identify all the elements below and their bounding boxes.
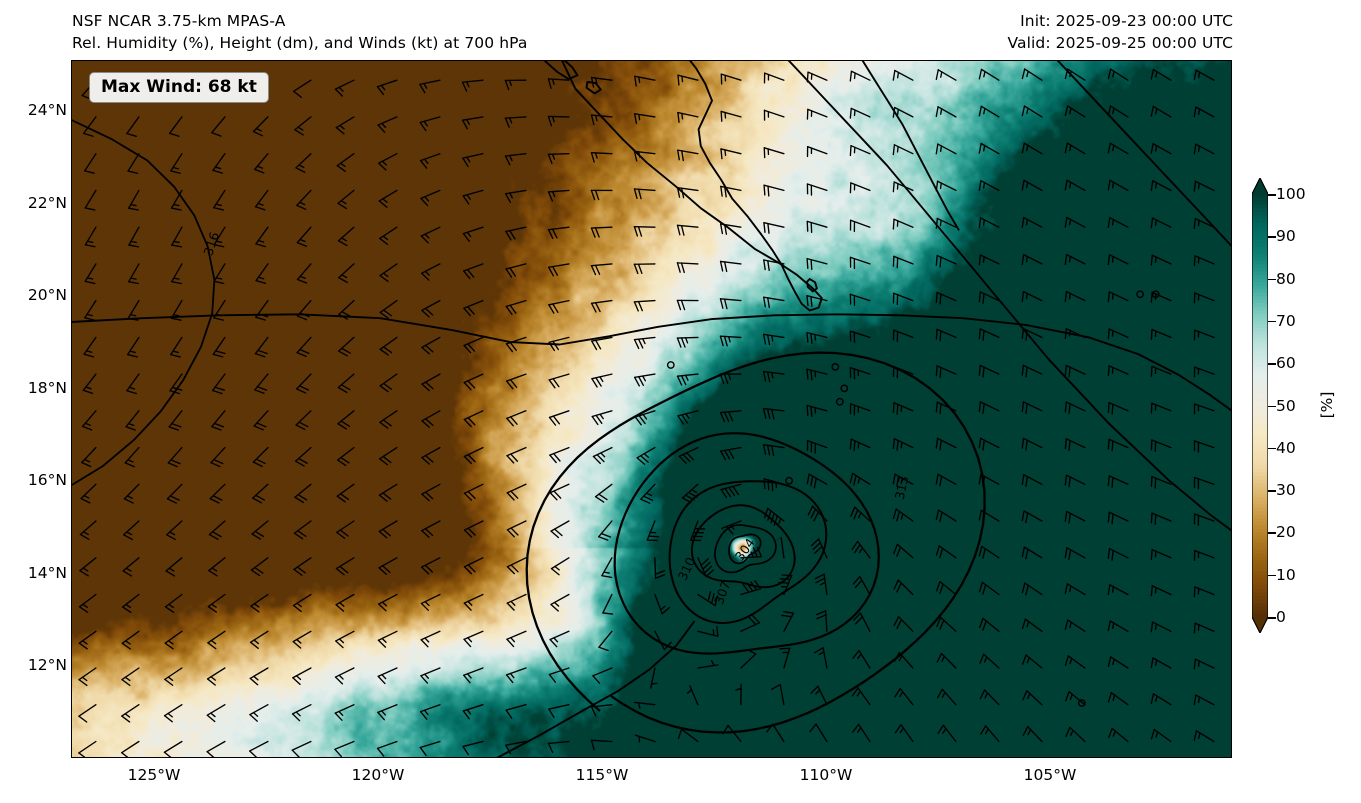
xtick-label: 120°W [351, 766, 405, 784]
colorbar[interactable] [1252, 178, 1268, 633]
ytick-label: 12°N [27, 656, 67, 674]
colorbar-tick-label: 90 [1276, 227, 1296, 246]
ytick-label: 22°N [27, 194, 67, 212]
colorbar-tick-mark [1268, 532, 1276, 534]
colorbar-tick-label: 40 [1276, 438, 1296, 457]
xtick-label: 110°W [799, 766, 853, 784]
colorbar-tick-mark [1268, 278, 1276, 281]
colorbar-tick-mark [1268, 617, 1276, 619]
colorbar-tick-mark [1268, 236, 1276, 238]
colorbar-tick-label: 20 [1276, 523, 1296, 542]
xtick-label: 125°W [127, 766, 181, 784]
ytick-label: 14°N [27, 564, 67, 582]
ytick-label: 16°N [27, 471, 67, 489]
colorbar-tick-mark [1268, 194, 1276, 196]
colorbar-tick-label: 0 [1276, 608, 1286, 626]
field-subtitle: Rel. Humidity (%), Height (dm), and Wind… [72, 34, 528, 52]
colorbar-tick-mark [1268, 490, 1276, 492]
colorbar-tick-mark [1268, 363, 1276, 365]
colorbar-tick-label: 80 [1276, 269, 1296, 288]
xtick-label: 115°W [575, 766, 629, 784]
xtick-label: 105°W [1023, 766, 1077, 784]
ytick-label: 18°N [27, 379, 67, 397]
map-plot-area[interactable]: 316 313 310 307 304 [71, 60, 1232, 758]
colorbar-tick-label: 60 [1276, 354, 1296, 373]
colorbar-tick-mark [1268, 405, 1276, 407]
colorbar-tick-label: 10 [1276, 565, 1296, 584]
colorbar-tick-mark [1268, 447, 1276, 450]
model-title: NSF NCAR 3.75-km MPAS-A [72, 12, 286, 30]
colorbar-tick-label: 50 [1276, 396, 1296, 415]
colorbar-tick-label: 100 [1276, 185, 1306, 203]
max-wind-badge: Max Wind: 68 kt [89, 72, 269, 103]
svg-text:316: 316 [200, 230, 222, 257]
ytick-label: 20°N [27, 286, 67, 304]
ytick-label: 24°N [27, 101, 67, 119]
colorbar-tick-label: 30 [1276, 481, 1296, 500]
colorbar-tick-mark [1268, 320, 1276, 323]
colorbar-tick-label: 70 [1276, 311, 1296, 330]
colorbar-tick-mark [1268, 574, 1276, 577]
colorbar-label: [%] [1318, 391, 1336, 419]
valid-time-label: Valid: 2025-09-25 00:00 UTC [1007, 34, 1233, 52]
init-time-label: Init: 2025-09-23 00:00 UTC [1020, 12, 1233, 30]
